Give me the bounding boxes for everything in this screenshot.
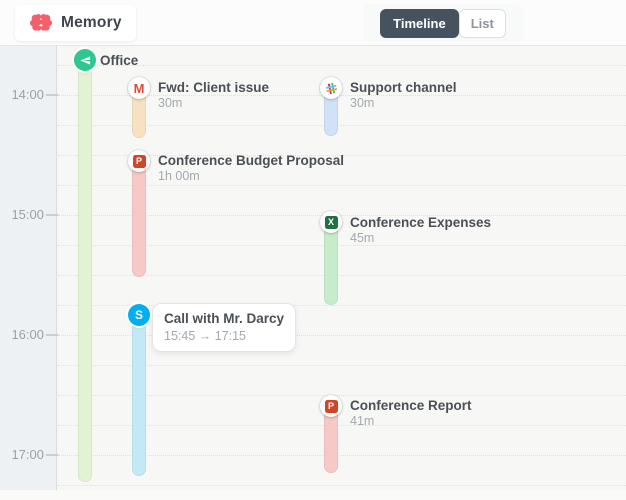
event-tooltip-darcy-call[interactable]: Call with Mr. Darcy 15:45 → 17:15 bbox=[152, 303, 297, 352]
gmail-icon[interactable]: M bbox=[128, 77, 150, 99]
hour-tick bbox=[46, 334, 58, 336]
hour-tick bbox=[46, 454, 58, 456]
event-time-range: 15:45 → 17:15 bbox=[164, 329, 247, 343]
gridline bbox=[58, 245, 626, 246]
hour-label: 15:00 bbox=[11, 207, 44, 222]
hour-label: 17:00 bbox=[11, 447, 44, 462]
event-duration: 1h 00m bbox=[158, 169, 200, 183]
gridline bbox=[58, 65, 626, 66]
gridline bbox=[58, 335, 626, 336]
event-duration: 30m bbox=[350, 96, 375, 110]
gridline bbox=[58, 425, 626, 426]
event-bar-office[interactable] bbox=[78, 55, 92, 482]
gridline bbox=[58, 125, 626, 126]
event-duration: 30m bbox=[158, 96, 183, 110]
time-axis bbox=[0, 46, 57, 500]
tab-timeline[interactable]: Timeline bbox=[380, 8, 459, 38]
gridline bbox=[58, 365, 626, 366]
event-label-support-channel: Support channel 30m bbox=[350, 80, 457, 110]
slack-icon[interactable] bbox=[320, 77, 342, 99]
gridline bbox=[58, 305, 626, 306]
event-label-client-issue: Fwd: Client issue 30m bbox=[158, 80, 270, 110]
gridline bbox=[58, 155, 626, 156]
event-duration: 45m bbox=[350, 231, 375, 245]
event-bar-darcy-call[interactable] bbox=[132, 305, 146, 476]
tab-list[interactable]: List bbox=[458, 8, 506, 38]
event-duration: 41m bbox=[350, 414, 375, 428]
gridline bbox=[58, 185, 626, 186]
timeline-view: 14:00 15:00 16:00 17:00 Office M Fwd: Cl… bbox=[0, 46, 626, 500]
powerpoint-icon[interactable]: P bbox=[320, 395, 342, 417]
event-label-office: Office bbox=[100, 53, 139, 68]
app-title: Memory bbox=[61, 14, 122, 31]
event-label-budget-proposal: Conference Budget Proposal 1h 00m bbox=[158, 153, 345, 183]
hour-label: 16:00 bbox=[11, 327, 44, 342]
send-icon[interactable] bbox=[74, 49, 96, 71]
hour-tick bbox=[46, 94, 58, 96]
hour-tick bbox=[46, 214, 58, 216]
event-label-conference-report: Conference Report 41m bbox=[350, 398, 472, 428]
gridline bbox=[58, 215, 626, 216]
gridline bbox=[58, 455, 626, 456]
view-toggle: Timeline List bbox=[362, 4, 524, 42]
gridline bbox=[58, 95, 626, 96]
gridline bbox=[58, 275, 626, 276]
brain-icon bbox=[29, 14, 53, 31]
powerpoint-icon[interactable]: P bbox=[128, 150, 150, 172]
header: Memory Timeline List bbox=[0, 0, 626, 46]
gridline bbox=[58, 485, 626, 486]
excel-icon[interactable]: X bbox=[320, 211, 342, 233]
timeline-bottom-edge bbox=[0, 490, 626, 500]
hour-label: 14:00 bbox=[11, 87, 44, 102]
event-label-conference-expenses: Conference Expenses 45m bbox=[350, 215, 492, 245]
gridline bbox=[58, 395, 626, 396]
skype-icon[interactable]: S bbox=[128, 304, 150, 326]
app-logo[interactable]: Memory bbox=[15, 5, 136, 41]
